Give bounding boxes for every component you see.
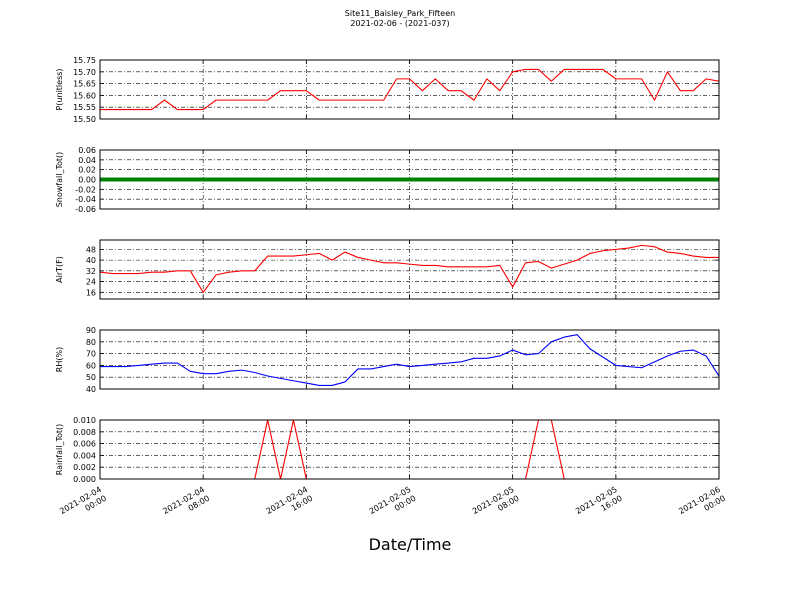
- y-tick-label: 40: [86, 256, 96, 265]
- y-axis-label: Rainfall_Tot(): [55, 424, 64, 476]
- y-tick-label: 0.004: [73, 451, 96, 460]
- y-tick-label: 32: [86, 267, 96, 276]
- y-tick-label: 50: [86, 373, 96, 382]
- y-tick-label: -0.02: [75, 185, 96, 194]
- y-tick-label: 0.010: [73, 416, 96, 425]
- plot-frame: [99, 59, 720, 120]
- chart-subtitle: 2021-02-06 - (2021-037): [350, 19, 449, 28]
- y-tick-label: 15.55: [73, 103, 96, 112]
- plot-frame: [99, 239, 720, 300]
- plot-frame: [99, 149, 720, 210]
- y-axis-label: Snowfall_Tot(): [55, 152, 64, 208]
- y-tick-label: 0.06: [78, 146, 96, 155]
- y-tick-label: 15.65: [73, 80, 96, 89]
- y-tick-label: 15.60: [73, 91, 96, 100]
- data-line: [100, 244, 719, 293]
- y-tick-label: -0.04: [75, 195, 96, 204]
- y-tick-label: 0.002: [73, 463, 96, 472]
- y-tick-label: 15.50: [73, 115, 96, 124]
- y-tick-label: 24: [86, 278, 96, 287]
- x-tick-label: 2021-02-0600:00: [677, 485, 727, 525]
- y-axis-label: AirT(F): [55, 256, 64, 283]
- y-tick-label: 60: [86, 361, 96, 370]
- y-tick-label: 0.04: [78, 156, 96, 165]
- x-tick-label: 2021-02-0508:00: [471, 485, 521, 525]
- y-tick-label: 40: [86, 385, 96, 394]
- x-tick-label: 2021-02-0500:00: [368, 485, 418, 525]
- y-tick-label: 0.02: [78, 166, 96, 175]
- y-axis-label: P(unitless): [55, 68, 64, 110]
- data-line: [100, 68, 719, 111]
- y-tick-label: 15.70: [73, 68, 96, 77]
- y-tick-label: 15.75: [73, 56, 96, 65]
- plot-frame: [99, 329, 720, 390]
- y-tick-label: 70: [86, 350, 96, 359]
- x-axis-label: Date/Time: [369, 535, 452, 554]
- x-tick-label: 2021-02-0400:00: [58, 485, 108, 525]
- plot-frame: [99, 419, 720, 480]
- x-tick-label: 2021-02-0408:00: [161, 485, 211, 525]
- y-tick-label: 0.00: [78, 176, 96, 185]
- data-line: [100, 334, 719, 387]
- x-tick-label: 2021-02-0416:00: [265, 485, 315, 525]
- y-tick-label: 0.006: [73, 440, 96, 449]
- y-tick-label: 80: [86, 338, 96, 347]
- y-axis-label: RH(%): [55, 347, 64, 372]
- y-tick-label: 0.000: [73, 475, 96, 484]
- x-tick-label: 2021-02-0516:00: [574, 485, 624, 525]
- y-tick-label: 0.008: [73, 428, 96, 437]
- y-tick-label: -0.06: [75, 205, 96, 214]
- y-tick-label: 48: [86, 245, 96, 254]
- chart-title: Site11_Baisley_Park_Fifteen: [345, 9, 455, 18]
- y-tick-label: 90: [86, 326, 96, 335]
- y-tick-label: 16: [86, 288, 96, 297]
